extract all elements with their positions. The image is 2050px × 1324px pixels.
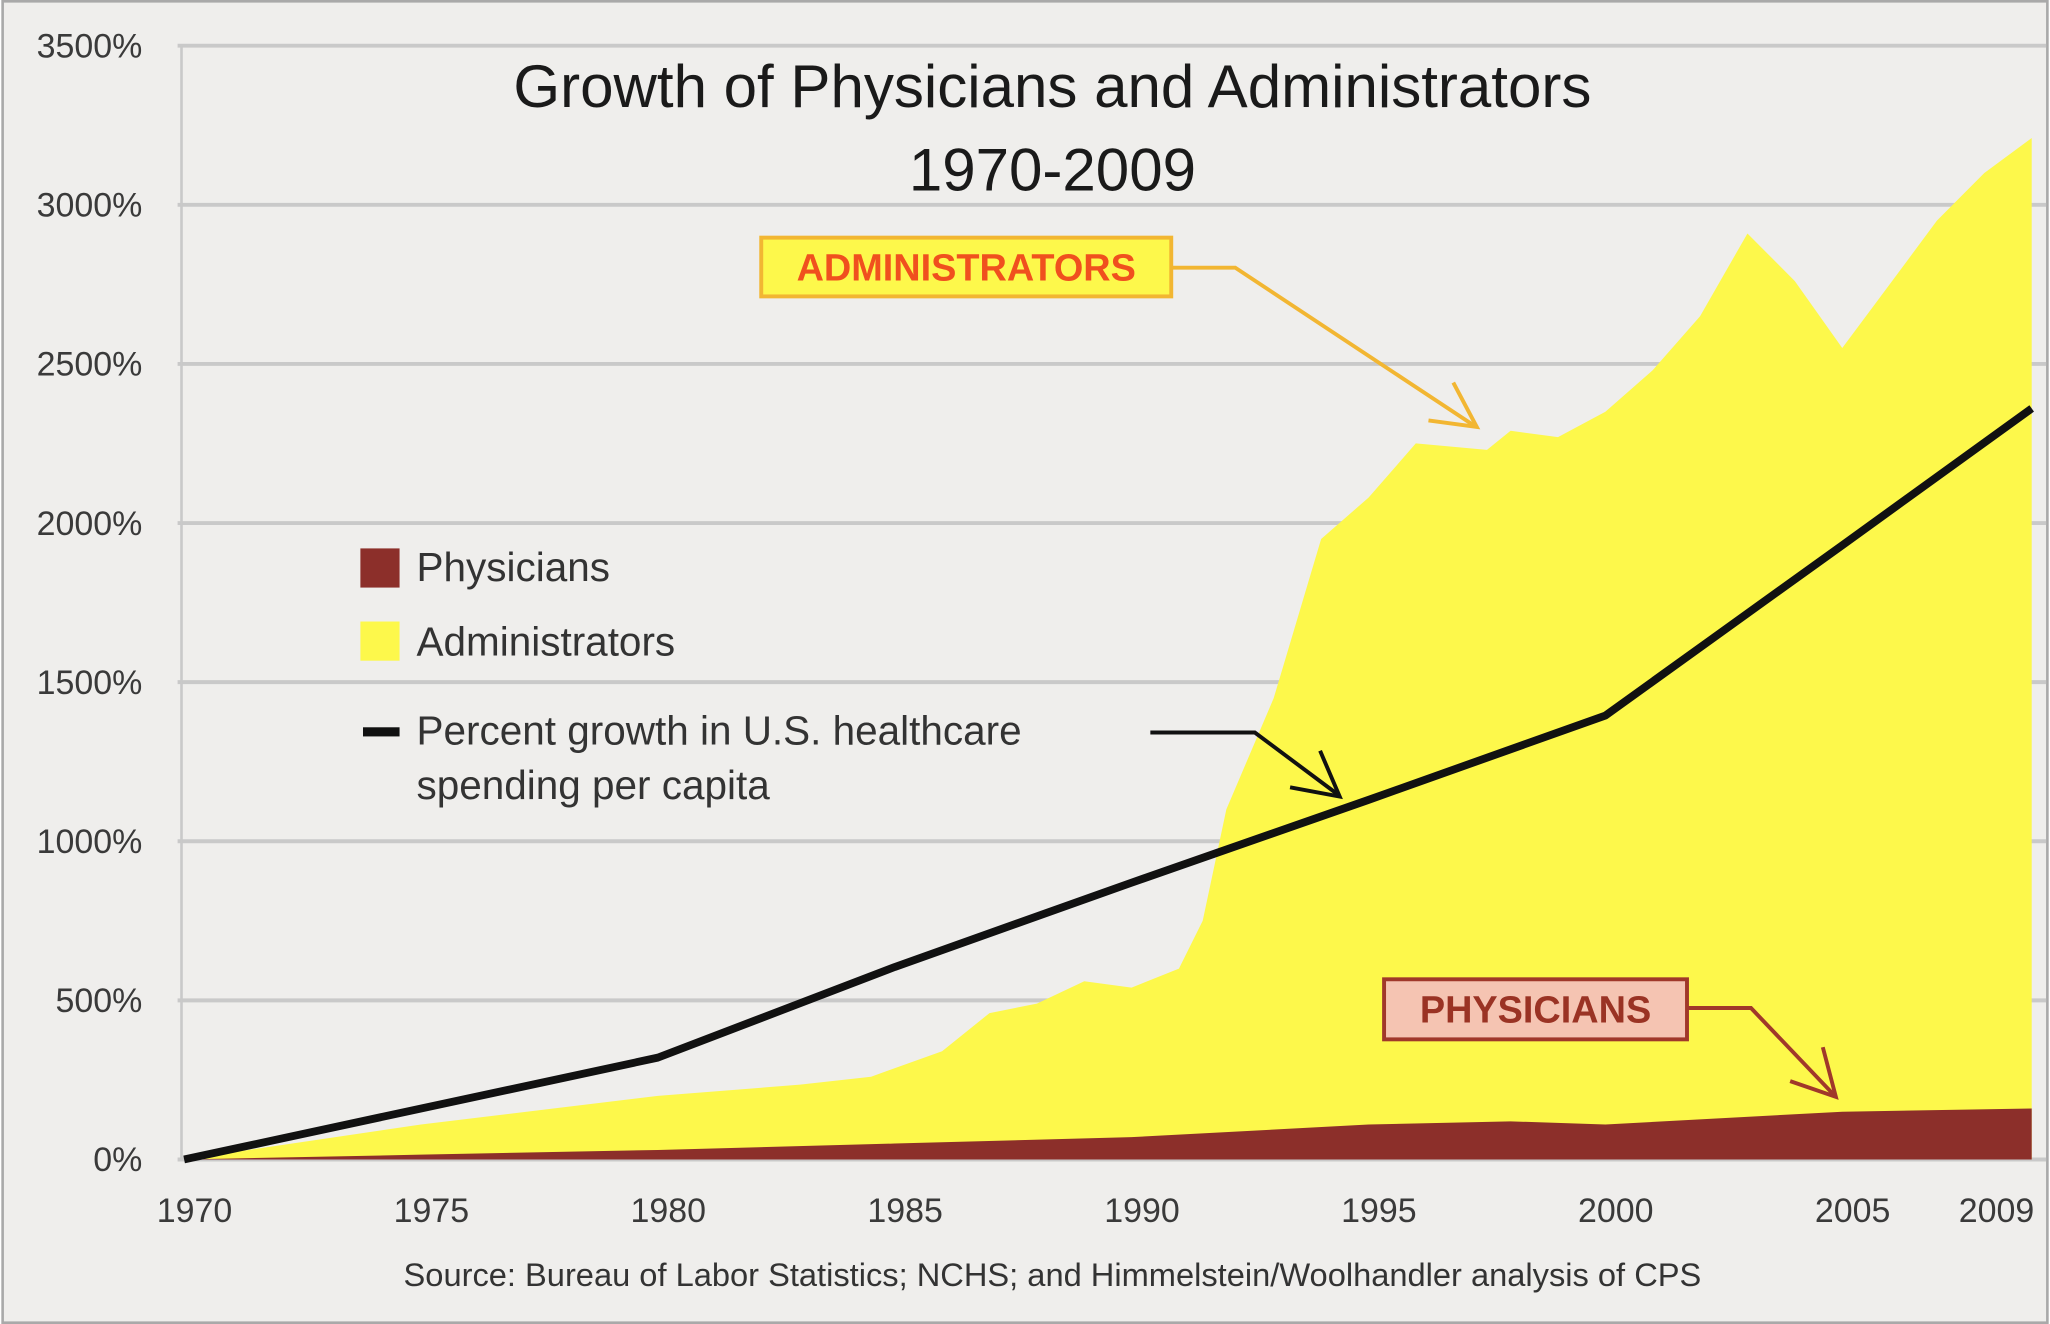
x-tick-label: 2009 [1959, 1192, 2035, 1230]
legend-label-spending-1: Percent growth in U.S. healthcare [417, 707, 1022, 753]
y-tick-label: 500% [56, 982, 143, 1020]
annotation-administrators: ADMINISTRATORS [759, 235, 1481, 430]
chart-subtitle: 1970-2009 [909, 137, 1196, 204]
y-tick-label: 3000% [37, 187, 143, 225]
annotation-box-administrators [759, 235, 1174, 299]
legend-label-administrators: Administrators [417, 618, 676, 664]
annotation-box-physicians [1382, 977, 1689, 1042]
chart-title: Growth of Physicians and Administrators [513, 53, 1591, 120]
x-tick-label: 1995 [1341, 1192, 1417, 1230]
x-tick-label: 1980 [631, 1192, 706, 1230]
annotation-label-administrators: ADMINISTRATORS [797, 248, 1136, 290]
legend: Physicians Administrators Percent growth… [360, 544, 1022, 808]
annotation-spending [1150, 730, 1343, 800]
annotation-physicians: PHYSICIANS [1382, 977, 1839, 1100]
arrowhead-icon [1789, 1046, 1839, 1100]
y-tick-label: 1000% [37, 823, 143, 861]
y-tick-label: 1500% [37, 664, 143, 702]
arrowhead-icon [1428, 381, 1481, 430]
series-administrators-area [184, 138, 2032, 1160]
x-tick-label: 2000 [1578, 1192, 1654, 1230]
x-tick-label: 1985 [867, 1192, 943, 1230]
x-tick-label: 1975 [394, 1192, 470, 1230]
series-spending-line [183, 405, 2035, 1164]
series-physicians-area [184, 1108, 2032, 1160]
x-tick-label: 1990 [1104, 1192, 1180, 1230]
legend-label-physicians: Physicians [417, 544, 610, 590]
annotation-arrow-administrators [1171, 265, 1476, 428]
source-note: Source: Bureau of Labor Statistics; NCHS… [404, 1256, 1702, 1293]
y-tick-label: 2000% [37, 505, 143, 543]
legend-swatch-spending [363, 727, 400, 737]
legend-swatch-administrators [360, 621, 400, 661]
x-tick-label: 2005 [1815, 1192, 1891, 1230]
x-tick-label: 1970 [157, 1192, 233, 1230]
legend-swatch-physicians [360, 548, 400, 588]
y-tick-label: 0% [93, 1141, 142, 1179]
legend-label-spending-2: spending per capita [417, 762, 771, 808]
annotation-label-physicians: PHYSICIANS [1420, 989, 1651, 1031]
arrowhead-icon [1289, 750, 1343, 800]
y-tick-label: 2500% [37, 346, 143, 384]
annotation-arrow-spending [1150, 730, 1339, 796]
y-tick-label: 3500% [37, 27, 143, 65]
annotation-arrow-physicians [1687, 1006, 1835, 1096]
